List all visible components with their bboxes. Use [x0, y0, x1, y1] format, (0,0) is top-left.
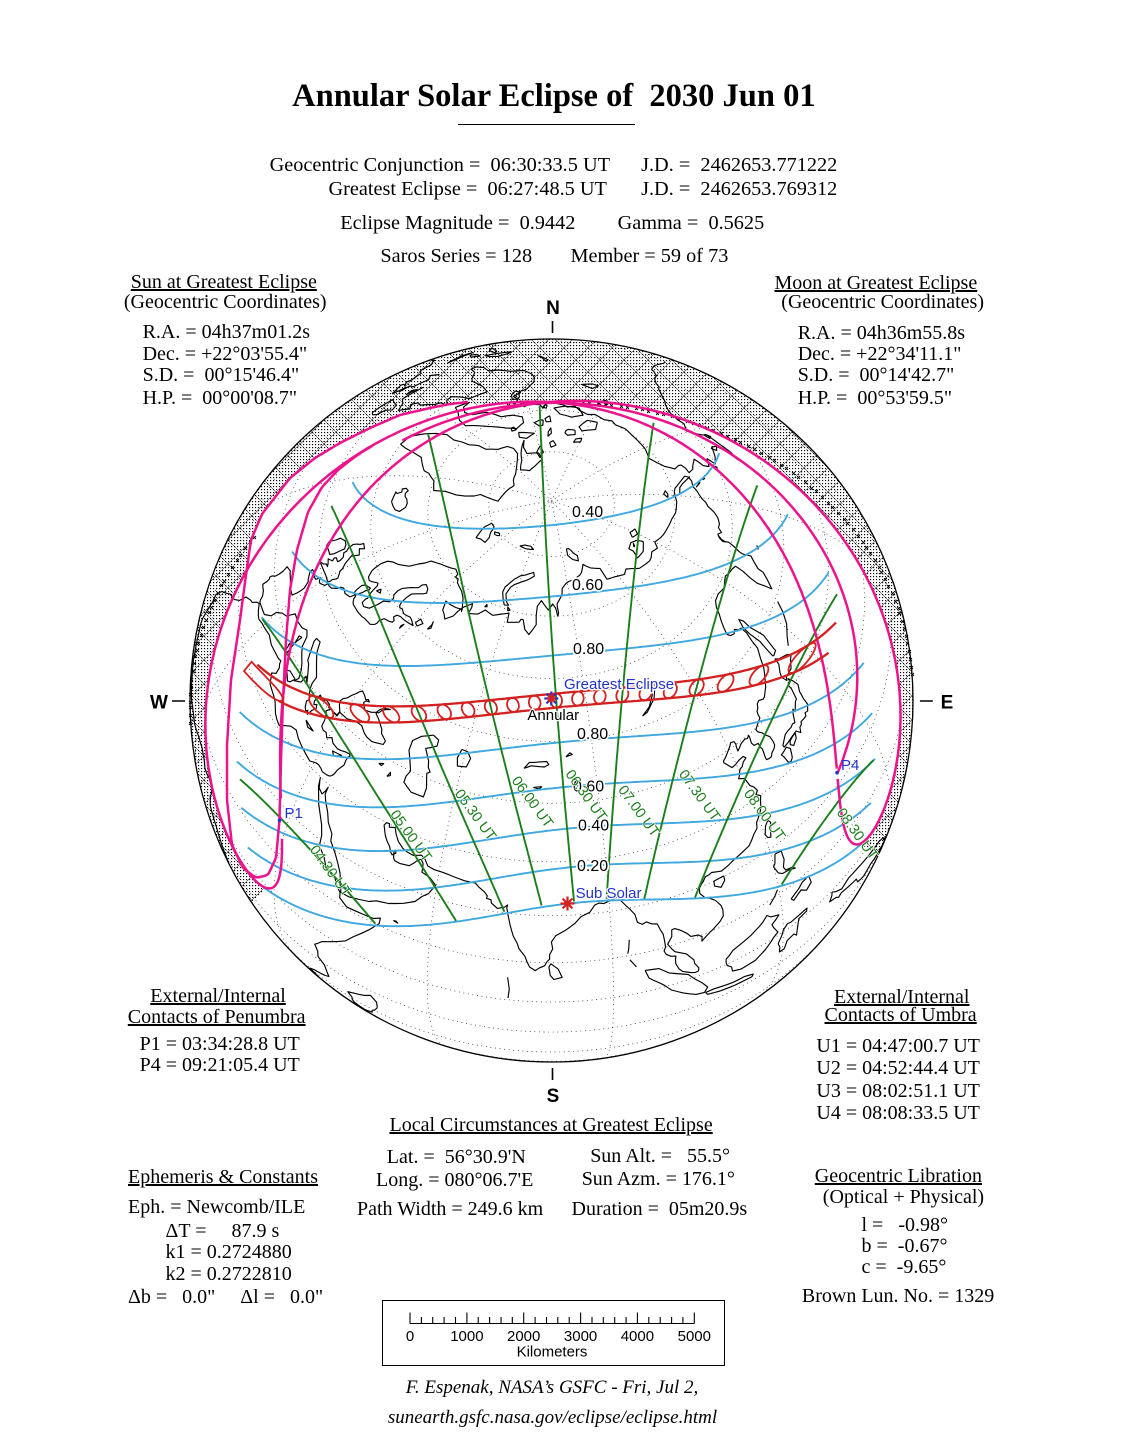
- svg-text:4000: 4000: [621, 1328, 654, 1345]
- svg-text:Annular: Annular: [527, 707, 579, 724]
- svg-text:S: S: [547, 1086, 560, 1107]
- svg-text:0: 0: [406, 1328, 414, 1345]
- svg-text:0.40: 0.40: [578, 817, 609, 834]
- svg-text:E: E: [941, 693, 954, 714]
- svg-text:2000: 2000: [507, 1328, 540, 1345]
- svg-text:0.60: 0.60: [572, 577, 603, 594]
- svg-text:Greatest Eclipse: Greatest Eclipse: [564, 676, 674, 693]
- svg-text:0.40: 0.40: [572, 504, 603, 521]
- svg-text:0.80: 0.80: [577, 726, 608, 743]
- svg-text:0.60: 0.60: [572, 577, 603, 594]
- svg-text:Kilometers: Kilometers: [517, 1344, 588, 1361]
- svg-text:P1: P1: [285, 805, 303, 822]
- svg-text:W: W: [150, 693, 168, 714]
- svg-text:0.80: 0.80: [573, 641, 604, 658]
- svg-text:3000: 3000: [564, 1328, 597, 1345]
- svg-text:0.60: 0.60: [573, 779, 604, 796]
- svg-text:0.80: 0.80: [577, 726, 608, 743]
- svg-text:0.20: 0.20: [577, 858, 608, 875]
- svg-text:0.20: 0.20: [577, 858, 608, 875]
- svg-text:1000: 1000: [450, 1328, 483, 1345]
- svg-text:5000: 5000: [678, 1328, 711, 1345]
- svg-text:Sub Solar: Sub Solar: [576, 885, 642, 902]
- svg-text:P4: P4: [841, 757, 859, 774]
- svg-text:Sub Solar: Sub Solar: [576, 885, 642, 902]
- svg-text:0.40: 0.40: [572, 504, 603, 521]
- svg-text:N: N: [546, 298, 560, 319]
- svg-text:0.80: 0.80: [573, 641, 604, 658]
- svg-text:0.60: 0.60: [573, 779, 604, 796]
- svg-text:0.40: 0.40: [578, 817, 609, 834]
- svg-text:Greatest Eclipse: Greatest Eclipse: [564, 676, 674, 693]
- svg-text:Annular: Annular: [527, 707, 579, 724]
